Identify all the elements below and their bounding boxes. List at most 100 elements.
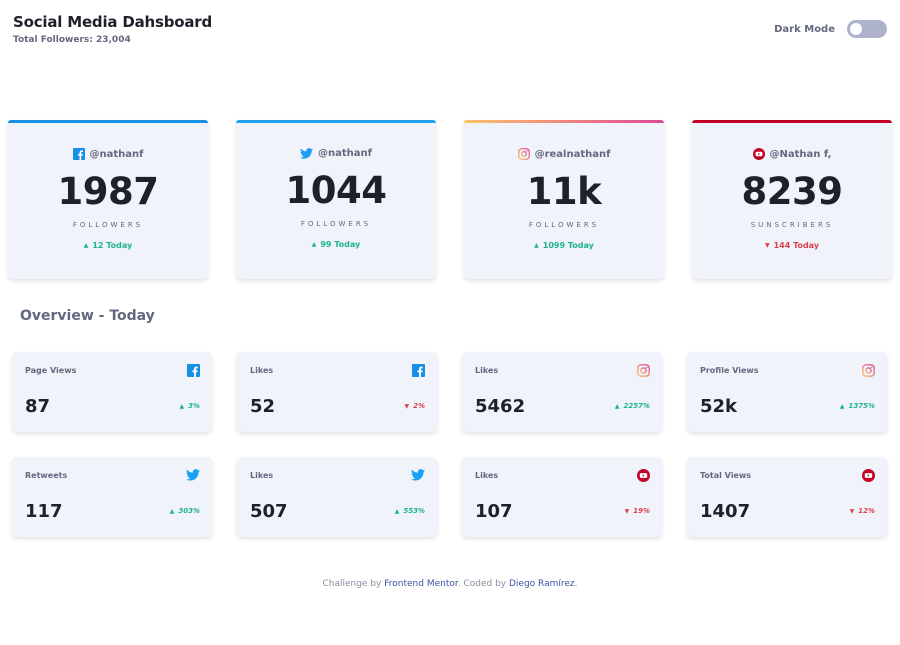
followers-row: @nathanf 1987 FOLLOWERS ▲ 12 Today @nath…	[8, 120, 893, 280]
overview-card-change: ▲ 2257%	[615, 402, 650, 410]
overview-card-value: 117	[25, 501, 63, 522]
footer-prefix: Challenge by	[322, 579, 385, 589]
facebook-icon	[412, 364, 425, 377]
overview-card: Total Views 1407 ▼ 12%	[687, 457, 887, 537]
total-followers: Total Followers: 23,004	[13, 35, 131, 45]
change-text: 553%	[403, 507, 425, 515]
overview-card-label: Retweets	[25, 471, 68, 480]
card-handle: @nathanf	[8, 148, 208, 160]
overview-card-label: Likes	[250, 366, 274, 375]
card-top-bar	[692, 120, 892, 123]
change-text: 12%	[858, 507, 875, 515]
footer-suffix: .	[574, 579, 578, 589]
overview-title: Overview - Today	[20, 308, 155, 324]
change-text: 2257%	[623, 402, 651, 410]
follower-label: FOLLOWERS	[72, 221, 144, 229]
dark-mode-label: Dark Mode	[774, 23, 835, 35]
arrow-up-icon: ▲	[83, 242, 89, 249]
frontend-mentor-link[interactable]: Frontend Mentor	[384, 579, 458, 589]
card-handle-text: @realnathanf	[534, 148, 611, 160]
arrow-up-icon: ▲	[179, 402, 185, 410]
toggle-knob	[850, 23, 862, 35]
overview-card-label: Profile Views	[700, 366, 759, 375]
change-text: 303%	[178, 507, 200, 515]
arrow-up-icon: ▲	[311, 241, 317, 248]
today-change: ▲ 99 Today	[236, 240, 436, 249]
card-handle: @nathanf	[236, 148, 436, 159]
arrow-up-icon: ▲	[839, 402, 845, 410]
overview-card-change: ▲ 553%	[395, 507, 425, 515]
youtube-icon	[862, 469, 875, 482]
twitter-icon	[300, 148, 313, 159]
overview-card-label: Total Views	[700, 471, 752, 480]
overview-card-change: ▲ 303%	[170, 507, 200, 515]
today-change: ▲ 12 Today	[8, 241, 208, 250]
follower-card-facebook: @nathanf 1987 FOLLOWERS ▲ 12 Today	[8, 120, 208, 279]
dark-mode-control: Dark Mode	[774, 20, 887, 38]
overview-card-change: ▼ 2%	[404, 402, 425, 410]
arrow-up-icon: ▲	[394, 507, 400, 515]
overview-card: Likes 52 ▼ 2%	[237, 352, 437, 432]
overview-card: Retweets 117 ▲ 303%	[12, 457, 212, 537]
change-text: 3%	[188, 402, 200, 410]
overview-card-value: 87	[25, 396, 51, 417]
instagram-icon	[862, 364, 875, 377]
youtube-icon	[637, 469, 650, 482]
today-change: ▼ 144 Today	[692, 241, 892, 250]
follower-count: 1044	[285, 169, 387, 212]
card-handle: @realnathanf	[464, 148, 664, 160]
overview-card-change: ▲ 3%	[179, 402, 200, 410]
instagram-icon	[517, 148, 530, 160]
today-change-text: 144 Today	[773, 241, 820, 250]
overview-card-change: ▲ 1375%	[840, 402, 875, 410]
overview-card: Page Views 87 ▲ 3%	[12, 352, 212, 432]
follower-count: 1987	[57, 170, 159, 213]
follower-label: FOLLOWERS	[528, 221, 600, 229]
overview-card-change: ▼ 12%	[850, 507, 875, 515]
dark-mode-toggle[interactable]	[847, 20, 887, 38]
card-handle: @Nathan f,	[692, 148, 892, 160]
overview-card-value: 52	[250, 396, 276, 417]
arrow-down-icon: ▼	[849, 507, 855, 515]
follower-card-instagram: @realnathanf 11k FOLLOWERS ▲ 1099 Today	[464, 120, 664, 279]
arrow-down-icon: ▼	[764, 242, 770, 249]
change-text: 2%	[413, 402, 425, 410]
change-text: 1375%	[848, 402, 876, 410]
change-text: 19%	[633, 507, 650, 515]
today-change-text: 99 Today	[320, 240, 361, 249]
footer-middle: . Coded by	[457, 579, 509, 589]
today-change-text: 1099 Today	[542, 241, 594, 250]
overview-card-value: 1407	[700, 501, 751, 522]
instagram-icon	[637, 364, 650, 377]
overview-card-label: Likes	[475, 471, 499, 480]
card-handle-text: @nathanf	[318, 148, 372, 159]
facebook-icon	[187, 364, 200, 377]
follower-count: 11k	[526, 170, 602, 213]
follower-count: 8239	[741, 170, 843, 213]
author-link[interactable]: Diego Ramírez	[508, 579, 575, 589]
twitter-icon	[411, 469, 425, 481]
card-handle-text: @nathanf	[89, 148, 144, 160]
overview-card-value: 52k	[700, 396, 738, 417]
overview-card: Likes 107 ▼ 19%	[462, 457, 662, 537]
follower-card-twitter: @nathanf 1044 FOLLOWERS ▲ 99 Today	[236, 120, 436, 279]
overview-card-label: Likes	[250, 471, 274, 480]
follower-label: SUNSCRIBERS	[750, 221, 834, 229]
overview-card-value: 5462	[475, 396, 526, 417]
arrow-up-icon: ▲	[614, 402, 620, 410]
overview-card-change: ▼ 19%	[625, 507, 650, 515]
twitter-icon	[186, 469, 200, 481]
arrow-up-icon: ▲	[534, 242, 539, 249]
follower-label: FOLLOWERS	[300, 220, 372, 228]
attribution-footer: Challenge by Frontend Mentor. Coded by D…	[0, 579, 900, 589]
page-title: Social Media Dahsboard	[13, 13, 213, 31]
overview-card-label: Page Views	[25, 366, 77, 375]
follower-card-youtube: @Nathan f, 8239 SUNSCRIBERS ▼ 144 Today	[692, 120, 892, 279]
facebook-icon	[72, 148, 85, 160]
overview-card-value: 107	[475, 501, 513, 522]
page-header: Social Media Dahsboard Total Followers: …	[13, 13, 212, 45]
card-top-bar	[8, 120, 208, 123]
card-handle-text: @Nathan f,	[769, 148, 832, 160]
arrow-down-icon: ▼	[624, 507, 630, 515]
card-top-bar	[236, 120, 436, 123]
